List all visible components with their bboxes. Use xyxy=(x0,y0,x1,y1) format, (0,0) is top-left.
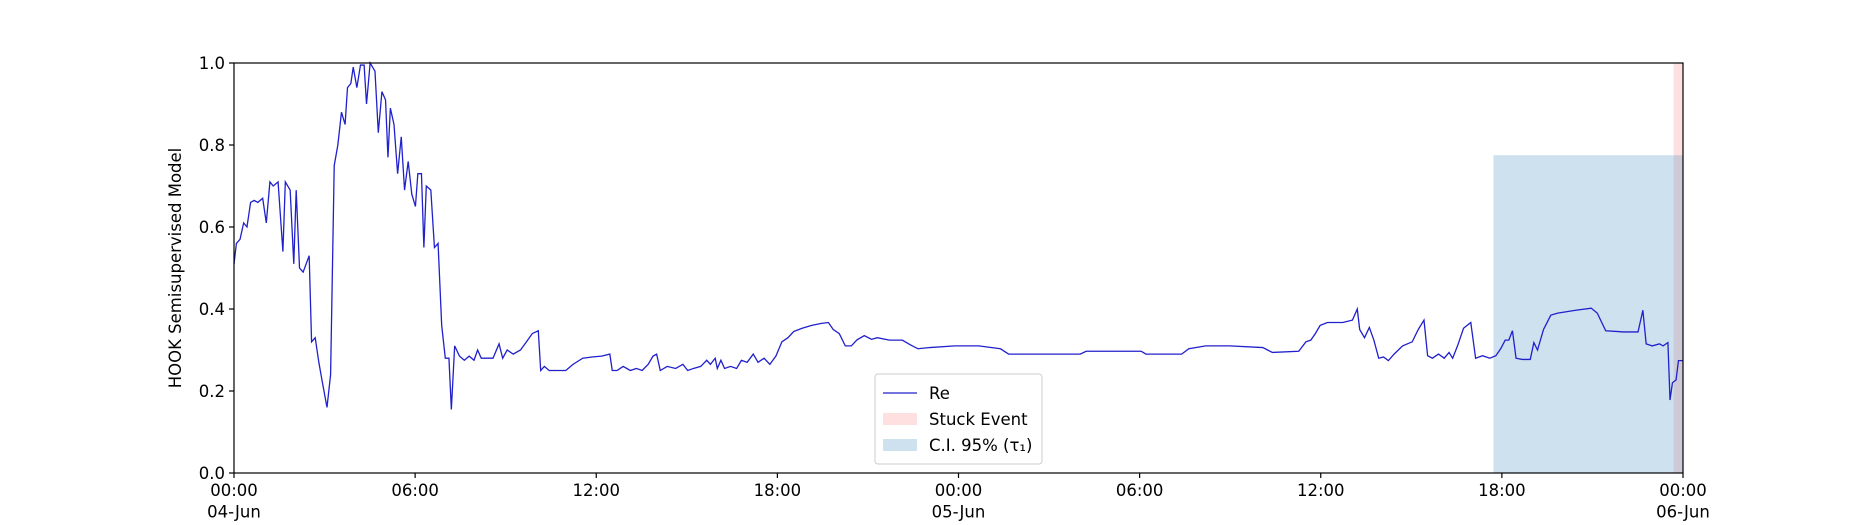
shaded-span xyxy=(1493,155,1683,473)
legend-label: Stuck Event xyxy=(929,410,1028,429)
shaded-span xyxy=(1673,63,1683,473)
y-tick-label: 0.0 xyxy=(199,464,225,483)
legend-swatch xyxy=(883,439,917,451)
x-tick-label: 18:00 xyxy=(1478,481,1526,500)
x-tick-label: 12:00 xyxy=(1297,481,1345,500)
x-tick-label: 12:00 xyxy=(572,481,620,500)
x-tick-label: 00:00 05-Jun xyxy=(932,481,986,522)
data-line xyxy=(233,60,1683,410)
legend-label: Re xyxy=(929,384,950,403)
legend-box xyxy=(874,373,1043,465)
legend-swatch xyxy=(883,413,917,425)
x-tick-label: 18:00 xyxy=(754,481,802,500)
y-tick-label: 0.8 xyxy=(199,136,225,155)
x-tick-label: 00:00 06-Jun xyxy=(1656,481,1710,522)
legend-label: C.I. 95% (τ₁) xyxy=(929,436,1032,455)
legend: Re Stuck Event C.I. 95% (τ₁) xyxy=(874,373,1043,465)
y-axis-label: HOOK Semisupervised Model xyxy=(166,148,185,389)
y-tick-label: 0.6 xyxy=(199,218,225,237)
x-tick-label: 06:00 xyxy=(391,481,439,500)
y-tick-label: 0.2 xyxy=(199,382,225,401)
y-tick-label: 0.4 xyxy=(199,300,225,319)
y-tick-label: 1.0 xyxy=(199,54,225,73)
x-tick-label: 06:00 xyxy=(1116,481,1164,500)
